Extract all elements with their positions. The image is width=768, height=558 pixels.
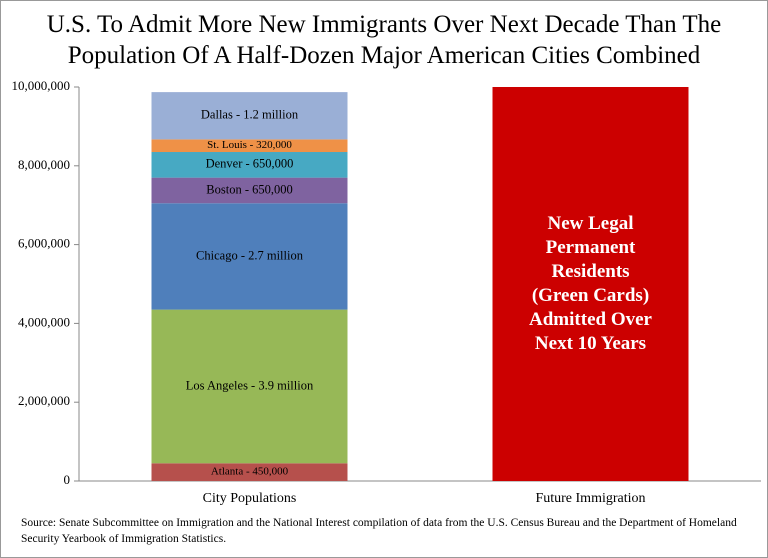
bar-label: New Legal Permanent Residents (Green Car…	[529, 213, 652, 354]
y-tick-label: 4,000,000	[18, 314, 70, 329]
bar-segment	[151, 152, 348, 178]
data-label: Denver - 650,000	[206, 157, 294, 171]
bar-segment	[492, 87, 689, 481]
bar-segment	[151, 309, 348, 464]
y-tick-label: 2,000,000	[18, 393, 70, 408]
bar-segment	[151, 177, 348, 204]
x-tick-label: City Populations	[203, 491, 297, 506]
data-label: Los Angeles - 3.9 million	[186, 378, 314, 392]
bar-segment	[151, 463, 348, 481]
data-label: Boston - 650,000	[206, 182, 292, 196]
bar-segment	[151, 203, 348, 310]
data-label: Chicago - 2.7 million	[196, 248, 304, 262]
data-label: Atlanta - 450,000	[211, 466, 289, 478]
chart-title: U.S. To Admit More New Immigrants Over N…	[46, 11, 722, 69]
y-tick-label: 10,000,000	[12, 78, 71, 93]
data-label: Dallas - 1.2 million	[201, 108, 299, 122]
data-label: St. Louis - 320,000	[207, 139, 292, 151]
y-tick-label: 8,000,000	[18, 157, 70, 172]
source-note: Source: Senate Subcommittee on Immigrati…	[21, 517, 737, 545]
y-tick-label: 0	[64, 472, 71, 487]
x-tick-label: Future Immigration	[535, 491, 645, 506]
y-tick-label: 6,000,000	[18, 236, 70, 251]
bar-segment	[151, 92, 348, 140]
bar-segment	[151, 139, 348, 153]
